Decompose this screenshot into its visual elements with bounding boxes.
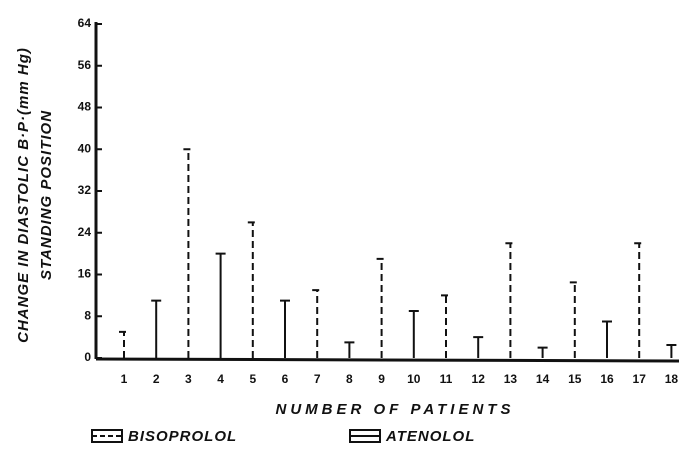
bar [666, 343, 677, 358]
x-tick-label: 6 [282, 372, 289, 386]
y-tick-label: 40 [78, 141, 92, 155]
y-tick-label: 8 [84, 308, 91, 322]
bar [312, 289, 323, 358]
bar [247, 221, 258, 358]
x-tick-label: 18 [665, 372, 679, 386]
x-tick-label: 13 [504, 372, 518, 386]
x-tick-label: 3 [185, 372, 192, 386]
bar [119, 330, 129, 358]
bar [183, 148, 194, 358]
legend-swatch [349, 429, 381, 443]
legend-swatch [91, 429, 123, 443]
x-tick-label: 9 [378, 372, 385, 386]
x-tick-label: 15 [568, 372, 582, 386]
x-tick-label: 8 [346, 372, 353, 386]
y-tick-label: 64 [78, 16, 92, 30]
bar [634, 242, 645, 358]
legend-label: ATENOLOL [385, 428, 475, 445]
bar [215, 252, 226, 358]
x-tick-label: 7 [314, 372, 321, 386]
bar [441, 294, 451, 358]
x-tick-label: 11 [440, 372, 453, 386]
y-axis-label: STANDING POSITION [38, 110, 55, 280]
bar [569, 281, 580, 358]
y-tick-label: 56 [78, 58, 92, 72]
bar [537, 346, 548, 358]
x-tick-label: 5 [249, 372, 256, 386]
x-tick-label: 4 [217, 372, 224, 386]
y-tick-label: 48 [78, 100, 92, 114]
y-tick-label: 16 [78, 267, 92, 281]
x-tick-label: 17 [633, 372, 647, 386]
y-axis-label: CHANGE IN DIASTOLIC B·P·(mm Hg) [15, 47, 32, 343]
x-tick-label: 10 [407, 372, 421, 386]
bar [376, 257, 387, 358]
x-tick-label: 16 [600, 372, 614, 386]
x-tick-label: 12 [472, 372, 486, 386]
x-tick-label: 14 [536, 372, 550, 386]
bar [473, 336, 484, 358]
bar [280, 299, 290, 358]
bar [344, 341, 355, 358]
y-tick-label: 32 [78, 183, 92, 197]
bar [602, 320, 612, 358]
x-tick-label: 2 [153, 372, 160, 386]
x-axis-label: NUMBER OF PATIENTS [276, 401, 515, 418]
x-tick-label: 1 [121, 372, 128, 386]
y-tick-label: 24 [78, 225, 92, 239]
bar [151, 299, 162, 358]
y-tick-label: 0 [84, 350, 91, 364]
bar [505, 242, 516, 358]
legend-label: BISOPROLOL [128, 428, 237, 445]
x-axis [95, 357, 679, 363]
bar [408, 310, 419, 358]
